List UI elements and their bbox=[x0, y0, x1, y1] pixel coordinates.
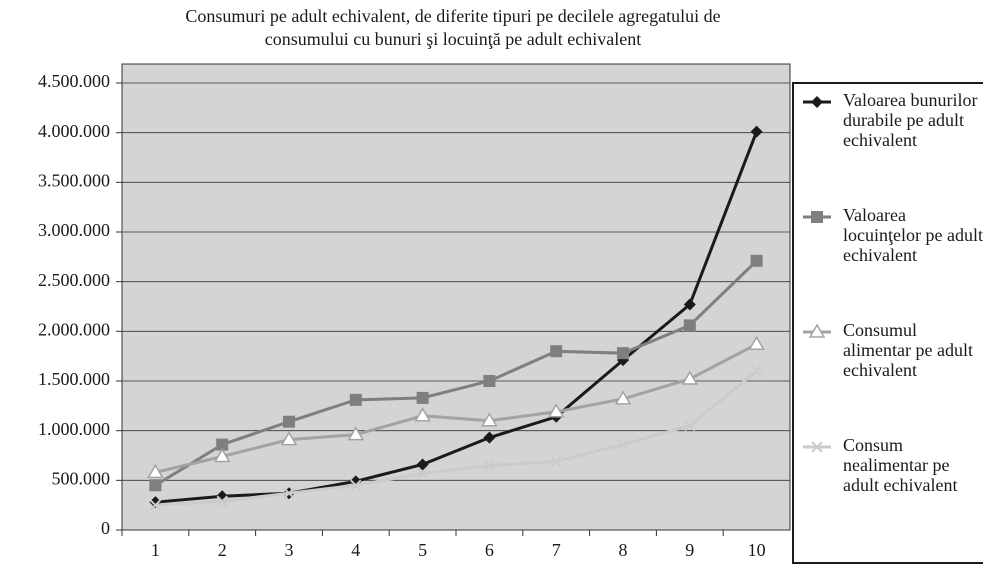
marker bbox=[808, 323, 826, 338]
marker bbox=[748, 335, 765, 350]
marker bbox=[683, 298, 696, 311]
marker bbox=[416, 391, 429, 404]
marker bbox=[149, 499, 162, 511]
legend-box bbox=[792, 82, 983, 564]
marker bbox=[147, 463, 164, 479]
marker bbox=[349, 393, 362, 406]
x-tick-label: 9 bbox=[685, 540, 694, 560]
marker bbox=[213, 448, 231, 463]
marker bbox=[811, 211, 823, 223]
x-tick-label: 8 bbox=[619, 540, 628, 560]
marker bbox=[683, 319, 696, 332]
marker bbox=[617, 438, 629, 451]
marker bbox=[617, 347, 629, 360]
series-line bbox=[154, 259, 758, 487]
marker bbox=[483, 459, 496, 472]
y-tick-label: 4.000.000 bbox=[38, 121, 110, 141]
marker bbox=[811, 441, 823, 453]
y-tick-label: 1.500.000 bbox=[38, 369, 110, 389]
legend-label: Consum nealimentar pe adult echivalent bbox=[843, 435, 958, 495]
marker bbox=[614, 390, 632, 405]
marker bbox=[483, 375, 496, 387]
x-tick-label: 2 bbox=[218, 540, 227, 560]
legend-label: Consumul alimentar pe adult echivalent bbox=[843, 320, 973, 380]
x-tick-label: 7 bbox=[552, 540, 561, 560]
marker bbox=[347, 426, 365, 441]
y-tick-label: 4.500.000 bbox=[38, 71, 110, 91]
marker bbox=[550, 455, 562, 468]
marker bbox=[550, 345, 563, 358]
chart-title: Consumuri pe adult echivalent, de diferi… bbox=[185, 6, 720, 26]
marker bbox=[149, 479, 162, 492]
marker bbox=[547, 403, 565, 418]
legend-label: Valoarea locuinţelor pe adult echivalent bbox=[843, 205, 983, 265]
marker bbox=[681, 370, 699, 385]
legend-entry: Consum nealimentar pe adult echivalent bbox=[843, 435, 958, 495]
marker bbox=[481, 412, 498, 427]
legend-entry: Valoarea locuinţelor pe adult echivalent bbox=[843, 205, 983, 265]
marker bbox=[750, 254, 763, 267]
y-tick-label: 0 bbox=[101, 518, 110, 538]
marker bbox=[283, 487, 295, 499]
marker bbox=[283, 415, 295, 428]
x-tick-label: 5 bbox=[418, 540, 427, 560]
legend-entry: Consumul alimentar pe adult echivalent bbox=[843, 320, 973, 380]
x-tick-label: 1 bbox=[151, 540, 160, 560]
series-line bbox=[155, 369, 758, 507]
marker bbox=[811, 96, 823, 108]
series-line bbox=[155, 131, 758, 504]
marker bbox=[416, 458, 429, 471]
x-tick-label: 6 bbox=[485, 540, 494, 560]
y-tick-label: 2.000.000 bbox=[38, 319, 110, 339]
marker bbox=[350, 479, 362, 492]
legend-label: Valoarea bunurilor durabile pe adult ech… bbox=[843, 90, 978, 150]
marker bbox=[216, 438, 229, 451]
x-tick-label: 4 bbox=[351, 540, 360, 560]
marker bbox=[416, 467, 429, 480]
y-tick-label: 1.000.000 bbox=[38, 419, 110, 439]
marker bbox=[684, 419, 696, 432]
y-tick-label: 500.000 bbox=[52, 468, 111, 488]
legend-entry: Valoarea bunurilor durabile pe adult ech… bbox=[843, 90, 978, 150]
x-tick-label: 3 bbox=[285, 540, 294, 560]
marker bbox=[216, 495, 228, 507]
marker bbox=[280, 431, 298, 446]
marker bbox=[414, 407, 431, 422]
marker bbox=[750, 365, 763, 377]
y-tick-label: 3.000.000 bbox=[38, 220, 110, 240]
marker bbox=[483, 431, 496, 444]
series-line bbox=[155, 342, 758, 474]
marker bbox=[750, 125, 763, 138]
x-tick-label: 10 bbox=[748, 540, 766, 560]
y-tick-label: 3.500.000 bbox=[38, 170, 110, 190]
chart-title: consumului cu bunuri şi locuinţă pe adul… bbox=[265, 29, 641, 49]
y-tick-label: 2.500.000 bbox=[38, 270, 110, 290]
